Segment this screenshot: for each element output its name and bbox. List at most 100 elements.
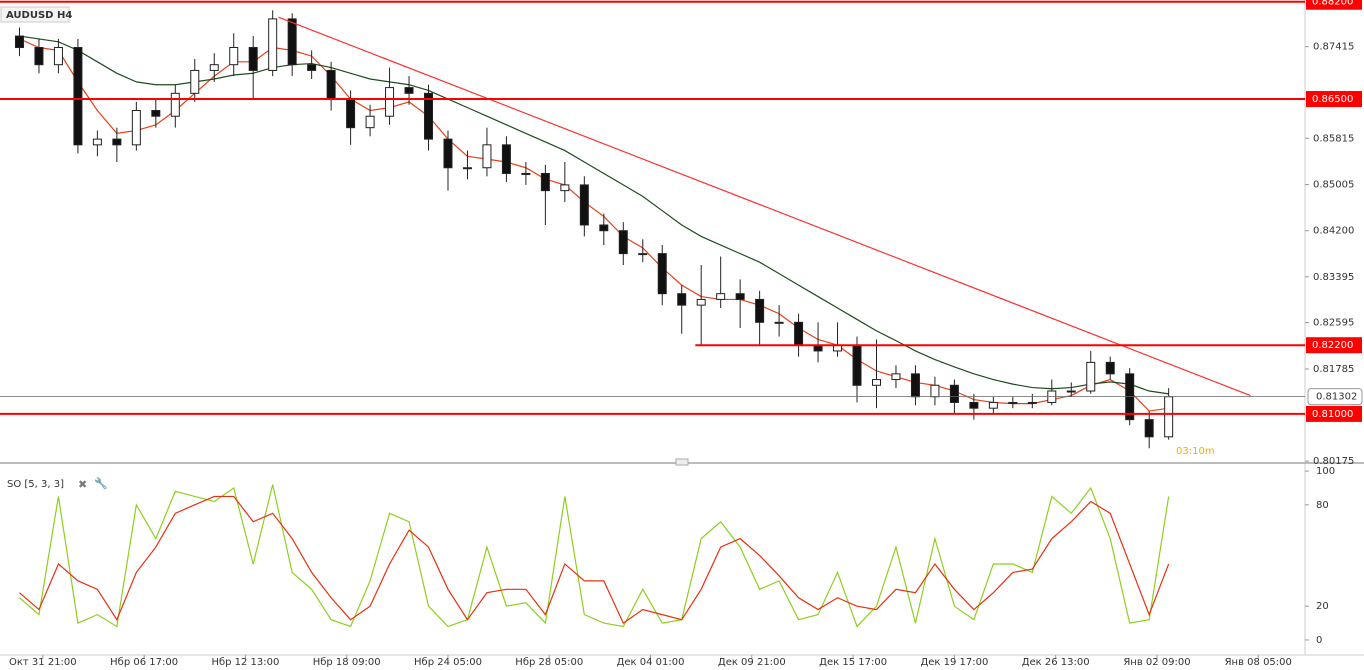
x-tick-label: Янв 02 09:00 xyxy=(1123,657,1190,668)
candle-body xyxy=(1105,361,1115,375)
candle-body xyxy=(151,109,161,117)
candle-body xyxy=(1144,419,1154,438)
indicator-title: SO [5, 3, 3] xyxy=(7,479,64,490)
candle-body xyxy=(638,253,648,256)
candle-timer: 03:10m xyxy=(1176,446,1215,457)
level-badge xyxy=(1306,91,1362,108)
candle-body xyxy=(521,172,531,175)
candle-body xyxy=(92,138,102,146)
candle-body xyxy=(657,253,667,295)
candle-body xyxy=(307,64,317,71)
level-badge xyxy=(1306,0,1362,10)
candle-body xyxy=(852,344,862,386)
level-badge xyxy=(1306,337,1362,354)
y-tick-label: 0.80175 xyxy=(1313,456,1354,467)
level-label: 0.81000 xyxy=(1312,409,1353,420)
y-tick-label: 0.83395 xyxy=(1313,272,1354,283)
candle-body xyxy=(443,138,453,169)
candle-body xyxy=(229,47,239,66)
candle-body xyxy=(696,298,706,306)
y-tick-label: 0 xyxy=(1316,635,1322,646)
candle-body xyxy=(755,298,765,323)
candle-body xyxy=(988,401,998,409)
level-label: 0.88200 xyxy=(1312,0,1353,8)
x-tick-label: Окт 31 21:00 xyxy=(9,657,77,668)
candle-body xyxy=(1164,396,1174,438)
y-tick-label: 0.81785 xyxy=(1313,364,1354,375)
candle-body xyxy=(579,184,589,226)
y-tick-label: 0.85005 xyxy=(1313,180,1354,191)
symbol-box[interactable] xyxy=(0,6,70,23)
candle-body xyxy=(404,87,414,94)
x-tick-label: Нбр 12 13:00 xyxy=(211,657,279,668)
candle-body xyxy=(910,373,920,398)
candle-body xyxy=(871,379,881,386)
x-tick-label: Дек 15 17:00 xyxy=(819,657,887,668)
y-tick-label: 80 xyxy=(1316,500,1329,511)
trendline xyxy=(278,16,1251,397)
y-tick-label: 20 xyxy=(1316,601,1329,612)
oscillator-line xyxy=(19,495,1170,624)
candle-body xyxy=(930,384,940,398)
candle-body xyxy=(112,138,122,146)
candle-body xyxy=(462,167,472,170)
level-label: 0.86500 xyxy=(1312,94,1353,105)
candle-body xyxy=(1086,361,1096,392)
candle-body xyxy=(73,47,83,146)
candle-body xyxy=(1066,390,1076,393)
candle-body xyxy=(131,109,141,146)
y-tick-label: 0.87415 xyxy=(1313,42,1354,53)
oscillator-line xyxy=(19,484,1170,628)
candle-body xyxy=(677,293,687,306)
candle-body xyxy=(774,321,784,324)
candle-body xyxy=(949,384,959,403)
x-tick-label: Нбр 28 05:00 xyxy=(515,657,583,668)
close-indicator-icon[interactable]: ✖ xyxy=(78,478,87,491)
y-tick-label: 0.84200 xyxy=(1313,226,1354,237)
candle-body xyxy=(794,321,804,346)
x-tick-label: Дек 04 01:00 xyxy=(617,657,685,668)
candle-body xyxy=(209,64,219,71)
candle-body xyxy=(287,18,297,66)
symbol-title: AUDUSD H4 xyxy=(6,10,72,21)
candle-body xyxy=(268,18,278,71)
candle-body xyxy=(482,144,492,169)
candle-body xyxy=(14,35,24,49)
level-label: 0.82200 xyxy=(1312,340,1353,351)
candle-body xyxy=(385,87,395,117)
y-tick-label: 0.82595 xyxy=(1313,318,1354,329)
x-tick-label: Дек 09 21:00 xyxy=(718,657,786,668)
x-tick-label: Дек 26 13:00 xyxy=(1022,657,1090,668)
separator-handle[interactable] xyxy=(675,458,689,466)
candle-body xyxy=(34,47,44,66)
candle-body xyxy=(618,230,628,255)
y-tick-label: 100 xyxy=(1316,466,1335,477)
candle-body xyxy=(599,224,609,232)
candle-body xyxy=(540,172,550,192)
candle-body xyxy=(424,92,434,140)
candle-body xyxy=(53,47,63,66)
candle-body xyxy=(891,373,901,381)
last-price-badge xyxy=(1307,388,1363,406)
x-tick-label: Нбр 24 05:00 xyxy=(414,657,482,668)
candle-body xyxy=(190,69,200,94)
candle-body xyxy=(969,401,979,409)
candle-body xyxy=(1027,401,1037,404)
candle-body xyxy=(716,293,726,300)
candle-body xyxy=(1008,401,1018,404)
x-tick-label: Нбр 18 09:00 xyxy=(313,657,381,668)
candle-body xyxy=(735,293,745,300)
candle-body xyxy=(248,47,258,71)
candle-body xyxy=(501,144,511,174)
x-tick-label: Дек 19 17:00 xyxy=(920,657,988,668)
settings-icon[interactable]: 🔧 xyxy=(94,476,108,490)
level-badge xyxy=(1306,405,1362,422)
candle-body xyxy=(346,98,356,129)
candle-body xyxy=(170,92,180,117)
candle-body xyxy=(326,69,336,100)
y-tick-label: 0.85815 xyxy=(1313,133,1354,144)
x-tick-label: Янв 08 05:00 xyxy=(1225,657,1292,668)
